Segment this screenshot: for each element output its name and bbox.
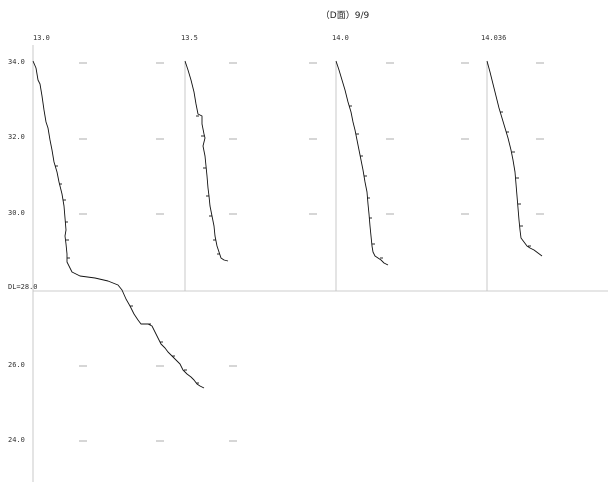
y-label: 30.0 [8,209,25,217]
profile-hachures [55,105,531,384]
column-label: 14.0 [332,34,349,42]
y-label: 24.0 [8,436,25,444]
column-label: 13.0 [33,34,50,42]
profile-line-3 [335,60,389,266]
grid-ticks [79,62,544,442]
y-label: 32.0 [8,133,25,141]
y-label: 26.0 [8,361,25,369]
column-label: 14.036 [481,34,506,42]
profile-line-4 [486,60,543,257]
column-label: 13.5 [181,34,198,42]
y-label: 34.0 [8,58,25,66]
datum-label: DL=28.0 [8,283,38,291]
profile-line-2 [184,60,229,262]
page-title: （D面）9/9 [321,10,370,21]
profile-line-1 [32,60,205,389]
